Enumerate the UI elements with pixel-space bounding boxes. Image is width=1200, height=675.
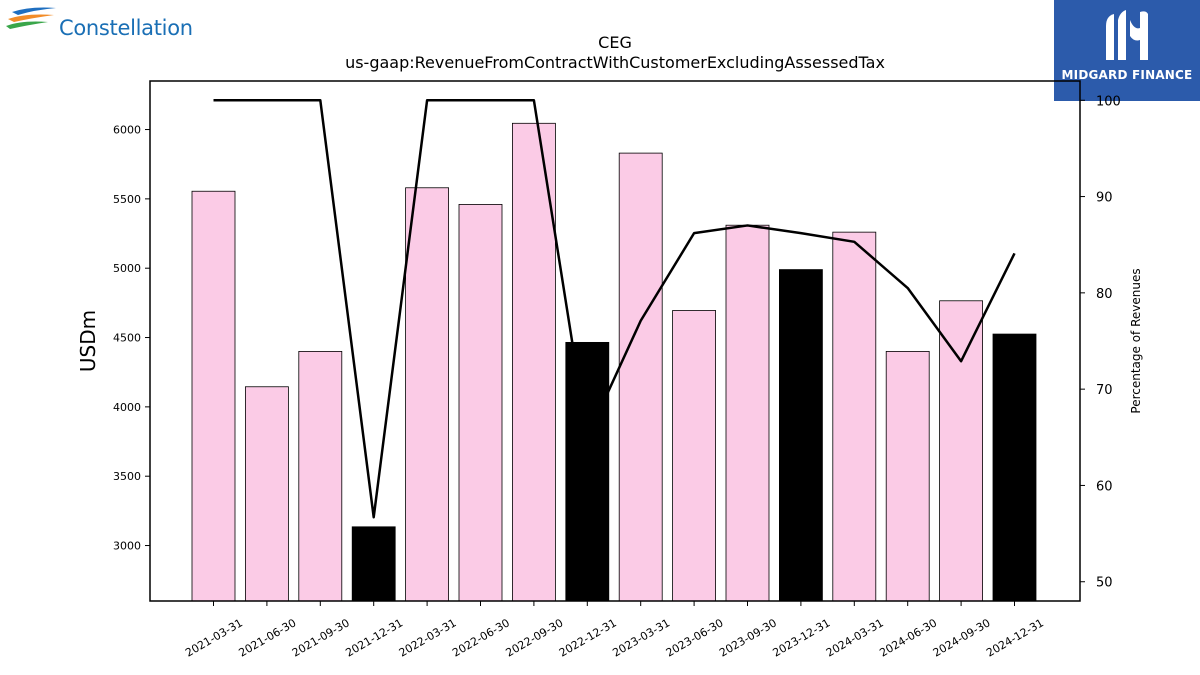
x-tick-label: 2024-12-31 <box>984 616 1046 659</box>
x-tick-label: 2023-12-31 <box>771 616 833 659</box>
bar-2023-12-31 <box>779 269 823 602</box>
constellation-logo: Constellation <box>4 4 214 44</box>
y2-axis-label: Percentage of Revenues <box>1129 268 1143 413</box>
bar-2024-06-30 <box>885 350 930 602</box>
bar-2024-12-31 <box>992 333 1037 602</box>
bar-2024-09-30 <box>939 300 983 602</box>
bar-2021-09-30 <box>298 350 343 602</box>
x-tick-label: 2021-12-31 <box>343 616 405 659</box>
y2-tick-label: 70 <box>1096 383 1113 398</box>
bar-2021-06-30 <box>244 386 289 602</box>
bar-2021-12-31 <box>351 526 396 602</box>
midgard-wordmark: MIDGARD FINANCE <box>1061 68 1193 82</box>
midgard-finance-logo: MIDGARD FINANCE <box>1054 0 1200 101</box>
constellation-wordmark: Constellation <box>59 16 193 40</box>
y-tick-label: 4000 <box>113 401 141 414</box>
chart-subtitle: us-gaap:RevenueFromContractWithCustomerE… <box>345 53 885 72</box>
y2-tick-label: 90 <box>1096 191 1113 206</box>
percentage-line <box>213 99 1016 519</box>
y-tick-label: 4500 <box>113 332 141 345</box>
y2-tick-label: 60 <box>1096 479 1113 494</box>
bar-2021-03-31 <box>191 190 236 602</box>
percentage-series <box>213 99 1016 519</box>
x-tick-label: 2022-03-31 <box>397 616 459 659</box>
x-tick-label: 2024-03-31 <box>824 616 886 659</box>
bar-2023-09-30 <box>725 224 770 602</box>
y-tick-label: 3000 <box>113 540 141 553</box>
midgard-m-icon <box>1106 10 1148 61</box>
bar-2023-06-30 <box>672 310 716 602</box>
y-axis-label: USDm <box>76 310 100 372</box>
x-tick-label: 2021-09-30 <box>290 616 352 659</box>
x-tick-label: 2021-03-31 <box>183 616 245 659</box>
bar-2024-03-31 <box>832 231 877 602</box>
y2-tick-label: 100 <box>1096 94 1121 109</box>
chart-title: CEG <box>598 33 632 52</box>
plot-frame <box>149 80 1081 602</box>
y-tick-label: 5500 <box>113 193 141 206</box>
x-tick-label: 2023-06-30 <box>664 616 726 659</box>
x-tick-label: 2024-06-30 <box>877 616 939 659</box>
bar-2023-03-31 <box>618 152 663 602</box>
y2-tick-label: 50 <box>1096 576 1113 591</box>
x-tick-label: 2022-12-31 <box>557 616 619 659</box>
y-tick-label: 5000 <box>113 262 141 275</box>
bar-2022-09-30 <box>512 122 556 602</box>
bar-2022-03-31 <box>405 187 450 602</box>
x-tick-label: 2024-09-30 <box>931 616 993 659</box>
x-tick-label: 2023-03-31 <box>610 616 672 659</box>
y-tick-label: 3500 <box>113 470 141 483</box>
bar-2022-06-30 <box>458 204 503 602</box>
y-tick-label: 6000 <box>113 124 141 137</box>
y2-tick-label: 80 <box>1096 287 1113 302</box>
x-tick-label: 2022-06-30 <box>450 616 512 659</box>
bar-2022-12-31 <box>565 341 610 602</box>
x-tick-label: 2023-09-30 <box>717 616 779 659</box>
bar-series <box>191 122 1037 602</box>
constellation-swoosh-icon <box>6 7 56 29</box>
x-tick-label: 2021-06-30 <box>237 616 299 659</box>
x-tick-label: 2022-09-30 <box>504 616 566 659</box>
